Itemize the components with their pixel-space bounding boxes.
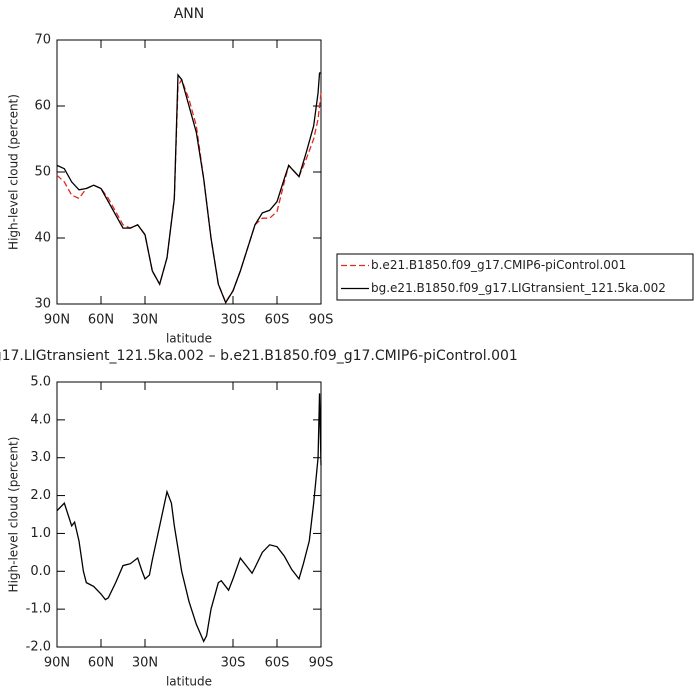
legend-label: b.e21.B1850.f09_g17.CMIP6-piControl.001 [371, 258, 626, 272]
chart-title: bg.e21.B1850.f09_g17.LIGtransient_121.5k… [0, 348, 518, 364]
y-tick-label: 70 [34, 33, 51, 48]
y-tick-label: 0.0 [30, 564, 51, 579]
legend-box [336, 253, 694, 301]
y-axis-label: High-level cloud (percent) [7, 94, 21, 250]
y-tick-label: -1.0 [26, 602, 51, 617]
x-tick-label: 90N [44, 313, 70, 328]
y-tick-label: 4.0 [30, 412, 51, 427]
y-tick-label: 40 [34, 231, 51, 246]
x-tick-label: 60S [265, 313, 290, 328]
legend-label: bg.e21.B1850.f09_g17.LIGtransient_121.5k… [371, 281, 666, 295]
y-tick-label: -2.0 [26, 640, 51, 655]
x-tick-label: 30S [221, 313, 246, 328]
plot-frame [56, 381, 322, 648]
y-tick-label: 3.0 [30, 450, 51, 465]
x-tick-label: 30S [221, 656, 246, 671]
x-tick-label: 60N [88, 313, 114, 328]
y-tick-label: 60 [34, 99, 51, 114]
x-tick-label: 90S [309, 313, 334, 328]
x-axis-label: latitude [166, 332, 212, 346]
x-tick-label: 90S [309, 656, 334, 671]
data-line [56, 72, 321, 305]
y-tick-label: 5.0 [30, 375, 51, 390]
y-tick-label: 50 [34, 165, 51, 180]
plot-frame [56, 39, 322, 305]
x-tick-label: 30N [132, 656, 158, 671]
y-axis-label: High-level cloud (percent) [7, 437, 21, 593]
x-tick-label: 60N [88, 656, 114, 671]
y-tick-label: 1.0 [30, 526, 51, 541]
x-tick-label: 60S [265, 656, 290, 671]
y-tick-label: 30 [34, 297, 51, 312]
data-line [56, 393, 322, 643]
x-tick-label: 90N [44, 656, 70, 671]
y-tick-label: 2.0 [30, 488, 51, 503]
chart-title: ANN [174, 6, 205, 22]
x-axis-label: latitude [166, 675, 212, 689]
x-tick-label: 30N [132, 313, 158, 328]
data-line [56, 78, 322, 304]
